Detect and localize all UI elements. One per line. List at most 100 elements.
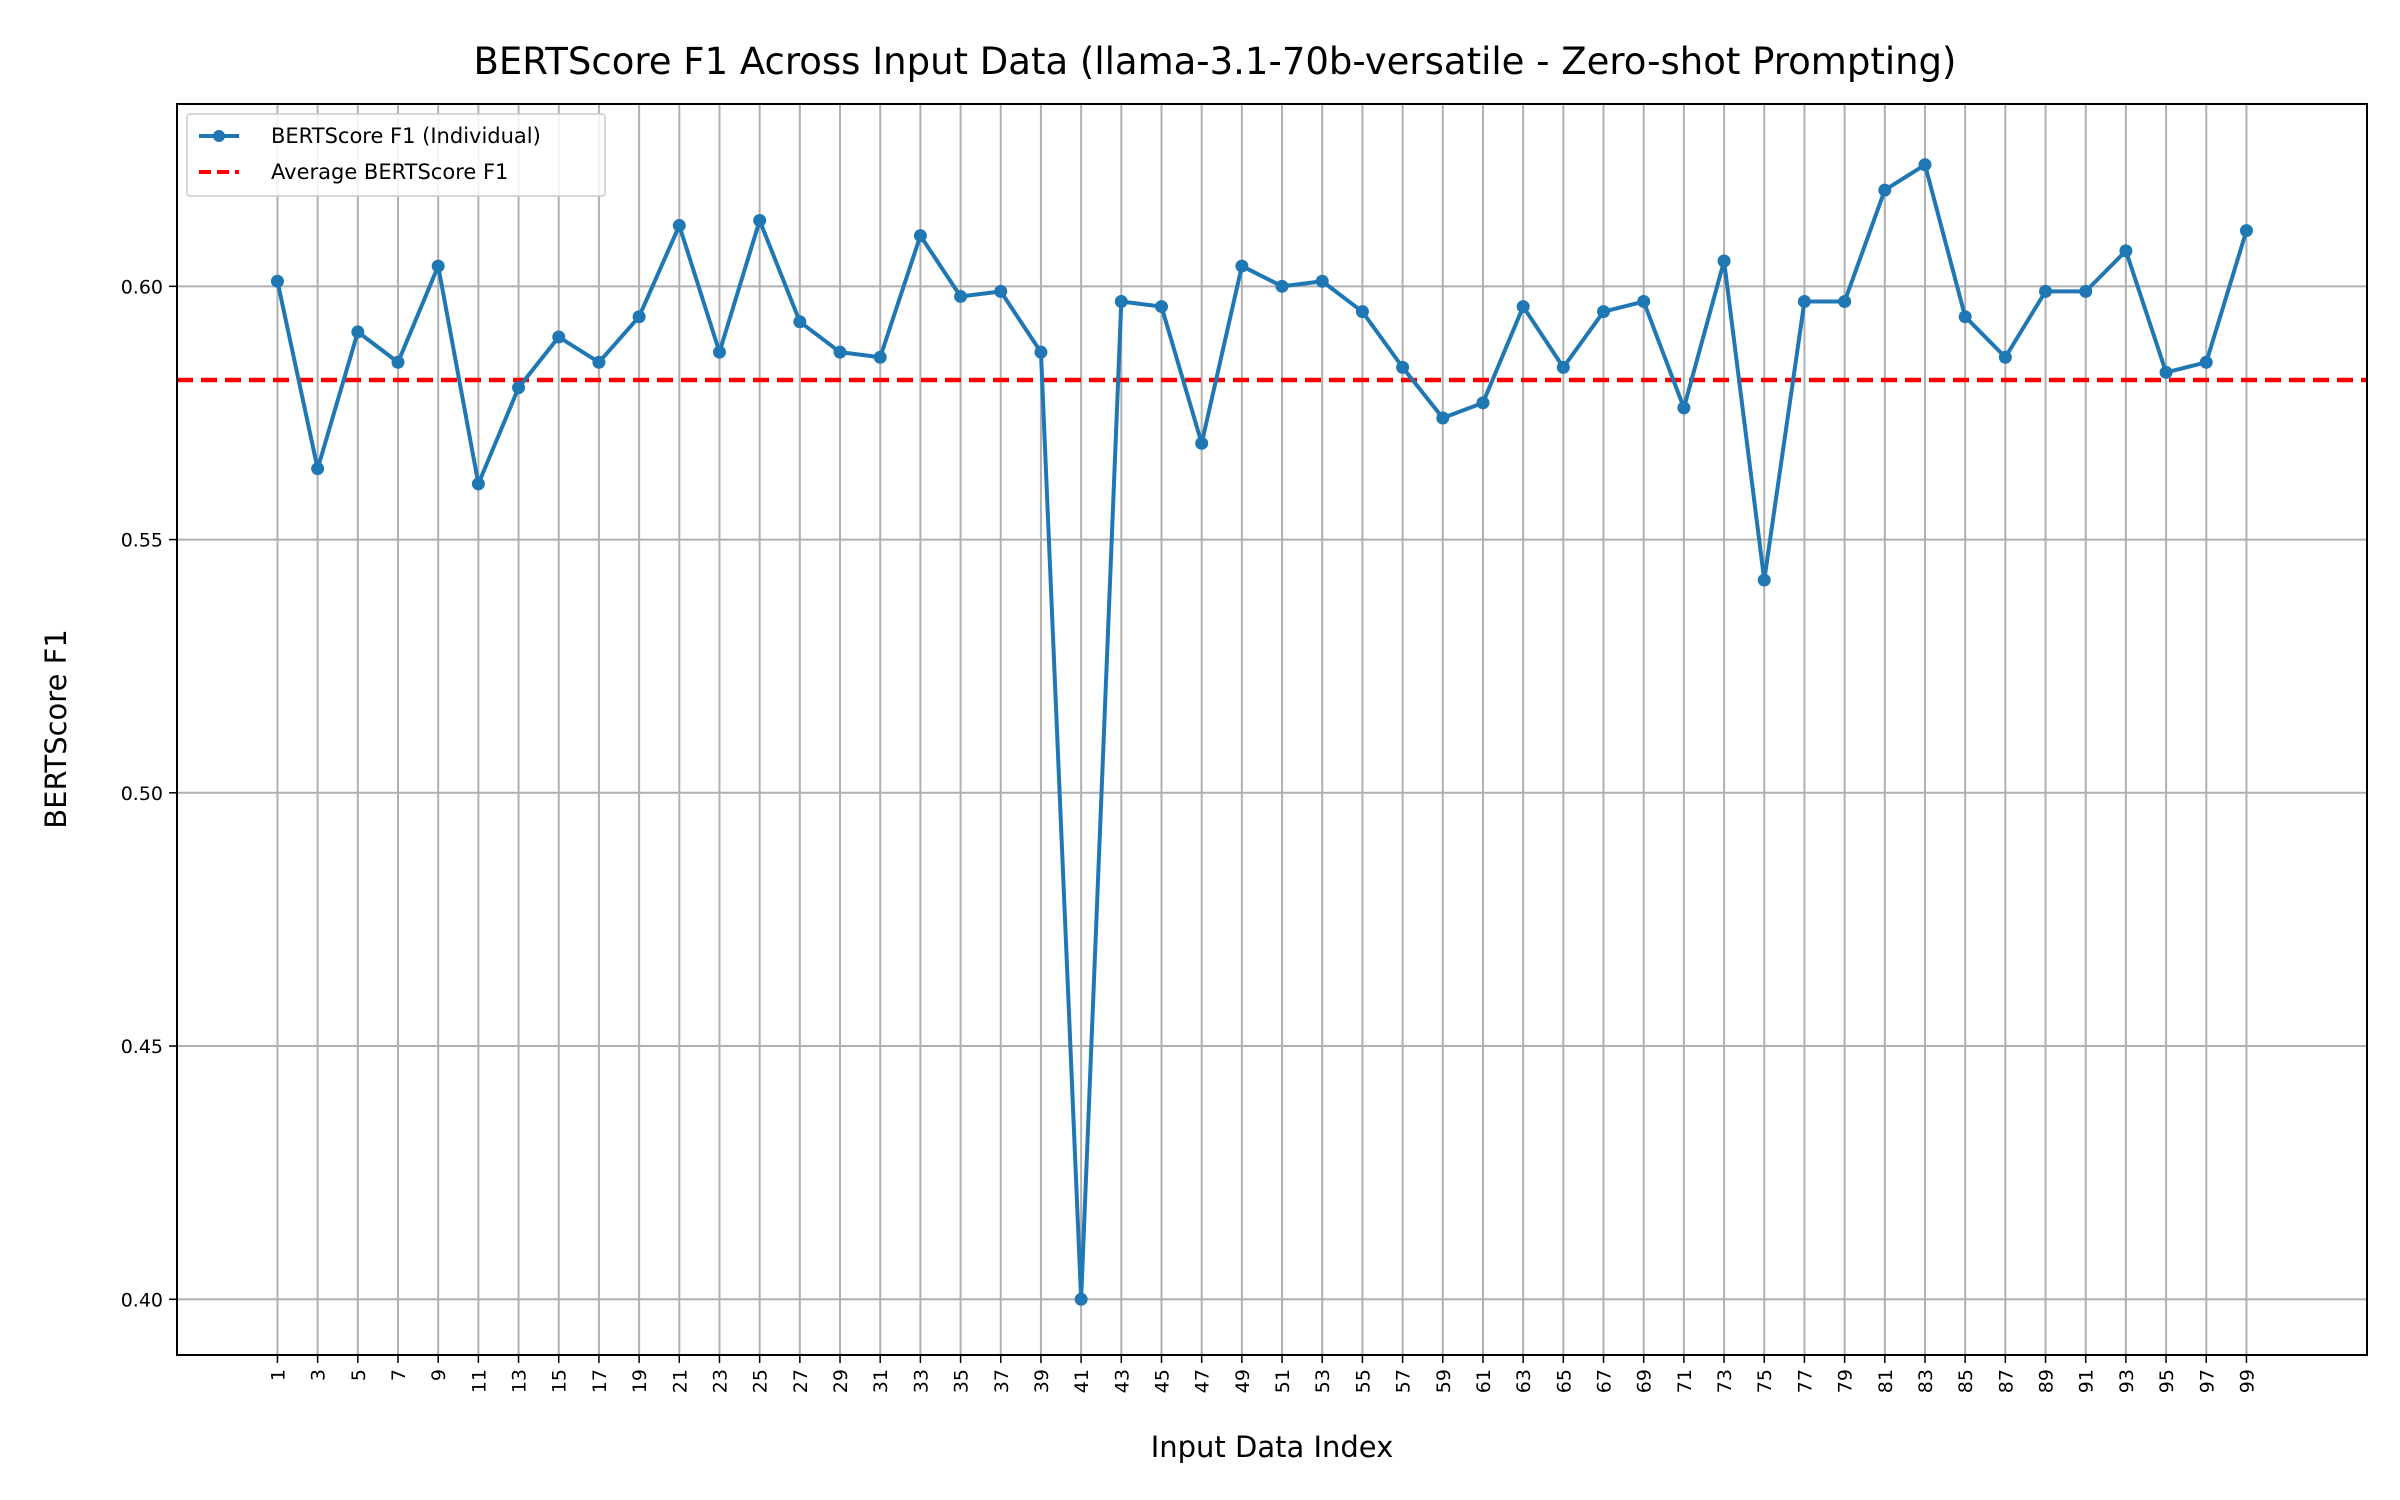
data-point xyxy=(632,310,646,324)
x-tick-label: 23 xyxy=(709,1369,731,1393)
grid-lines xyxy=(177,104,2367,1355)
data-point xyxy=(2199,355,2213,369)
x-axis-ticks: 1 3 5 7 9 11 13 15 17 19 21 23 25 27 29 31 33 35 37 39 41 43 4… xyxy=(267,1355,2258,1393)
x-tick-label: 79 xyxy=(1835,1369,1857,1393)
x-tick-label: 91 xyxy=(2076,1369,2098,1393)
chart-title: BERTScore F1 Across Input Data (llama-3.… xyxy=(474,40,1957,83)
x-tick-label: 65 xyxy=(1553,1369,1575,1393)
data-point xyxy=(552,330,566,344)
data-point xyxy=(1637,295,1651,309)
data-point xyxy=(2159,365,2173,379)
data-point xyxy=(913,229,927,243)
data-point xyxy=(1958,310,1972,324)
data-point xyxy=(672,219,686,233)
x-tick-label: 53 xyxy=(1312,1369,1334,1393)
x-tick-label: 45 xyxy=(1151,1369,1173,1393)
y-tick-label: 0.50 xyxy=(121,783,163,805)
data-point xyxy=(1114,295,1128,309)
data-point xyxy=(1436,411,1450,425)
data-point xyxy=(1677,401,1691,415)
x-tick-label: 7 xyxy=(388,1369,410,1381)
x-tick-label: 55 xyxy=(1352,1369,1374,1393)
x-tick-label: 41 xyxy=(1071,1369,1093,1393)
x-tick-label: 93 xyxy=(2116,1369,2138,1393)
x-tick-label: 29 xyxy=(830,1369,852,1393)
series-line-individual xyxy=(275,162,2249,1302)
x-tick-label: 75 xyxy=(1754,1369,1776,1393)
data-point xyxy=(1717,254,1731,268)
data-point xyxy=(1235,259,1249,273)
x-tick-label: 99 xyxy=(2236,1369,2258,1393)
x-tick-label: 31 xyxy=(870,1369,892,1393)
data-point xyxy=(311,462,325,476)
plot-area-frame xyxy=(176,103,2368,1356)
x-tick-label: 43 xyxy=(1111,1369,1133,1393)
data-point xyxy=(1154,300,1168,314)
x-tick-label: 51 xyxy=(1272,1369,1294,1393)
x-tick-label: 19 xyxy=(629,1369,651,1393)
data-point xyxy=(1315,274,1329,288)
data-point xyxy=(1074,1292,1088,1306)
data-point xyxy=(1476,396,1490,410)
x-tick-label: 85 xyxy=(1955,1369,1977,1393)
x-tick-label: 47 xyxy=(1192,1369,1214,1393)
x-tick-label: 87 xyxy=(1995,1369,2017,1393)
x-tick-label: 27 xyxy=(790,1369,812,1393)
legend-label-average: Average BERTScore F1 xyxy=(271,160,508,184)
data-point xyxy=(1516,300,1530,314)
data-point xyxy=(270,274,284,288)
data-point xyxy=(1998,350,2012,364)
x-tick-label: 95 xyxy=(2156,1369,2178,1393)
data-point xyxy=(1556,360,1570,374)
data-point xyxy=(1355,305,1369,319)
data-point xyxy=(954,289,968,303)
y-tick-label: 0.45 xyxy=(121,1036,163,1058)
y-tick-label: 0.40 xyxy=(121,1289,163,1311)
x-tick-label: 25 xyxy=(750,1369,772,1393)
x-tick-label: 83 xyxy=(1915,1369,1937,1393)
x-tick-label: 63 xyxy=(1513,1369,1535,1393)
data-point xyxy=(994,284,1008,298)
data-point xyxy=(1918,158,1932,172)
data-point xyxy=(2039,284,2053,298)
x-tick-label: 1 xyxy=(267,1369,289,1381)
data-point xyxy=(1034,345,1048,359)
y-axis-label: BERTScore F1 xyxy=(39,629,73,829)
x-tick-label: 35 xyxy=(951,1369,973,1393)
x-tick-label: 39 xyxy=(1031,1369,1053,1393)
x-tick-label: 67 xyxy=(1594,1369,1616,1393)
data-point xyxy=(391,355,405,369)
legend-marker-individual-dot xyxy=(213,130,225,142)
x-tick-label: 33 xyxy=(910,1369,932,1393)
data-point xyxy=(2079,284,2093,298)
x-tick-label: 81 xyxy=(1875,1369,1897,1393)
x-tick-label: 71 xyxy=(1674,1369,1696,1393)
legend-box xyxy=(186,113,606,197)
x-tick-label: 13 xyxy=(509,1369,531,1393)
x-tick-label: 89 xyxy=(2036,1369,2058,1393)
data-point xyxy=(431,259,445,273)
data-point xyxy=(712,345,726,359)
legend: BERTScore F1 (Individual) Average BERTSc… xyxy=(186,113,606,197)
x-tick-label: 15 xyxy=(549,1369,571,1393)
data-point xyxy=(833,345,847,359)
x-tick-label: 97 xyxy=(2196,1369,2218,1393)
y-tick-label: 0.60 xyxy=(121,276,163,298)
y-axis-ticks: 0.40 0.45 0.50 0.55 0.60 xyxy=(121,276,177,1311)
data-point xyxy=(1878,183,1892,197)
x-tick-label: 21 xyxy=(669,1369,691,1393)
x-tick-label: 61 xyxy=(1473,1369,1495,1393)
x-tick-label: 37 xyxy=(991,1369,1013,1393)
x-tick-label: 17 xyxy=(589,1369,611,1393)
data-point xyxy=(2119,244,2133,258)
data-point xyxy=(512,381,526,395)
data-point xyxy=(351,325,365,339)
x-tick-label: 5 xyxy=(348,1369,370,1381)
data-point xyxy=(1838,295,1852,309)
data-point xyxy=(1275,279,1289,293)
data-point xyxy=(592,355,606,369)
x-tick-label: 3 xyxy=(308,1369,330,1381)
x-tick-label: 9 xyxy=(428,1369,450,1381)
data-point xyxy=(873,350,887,364)
